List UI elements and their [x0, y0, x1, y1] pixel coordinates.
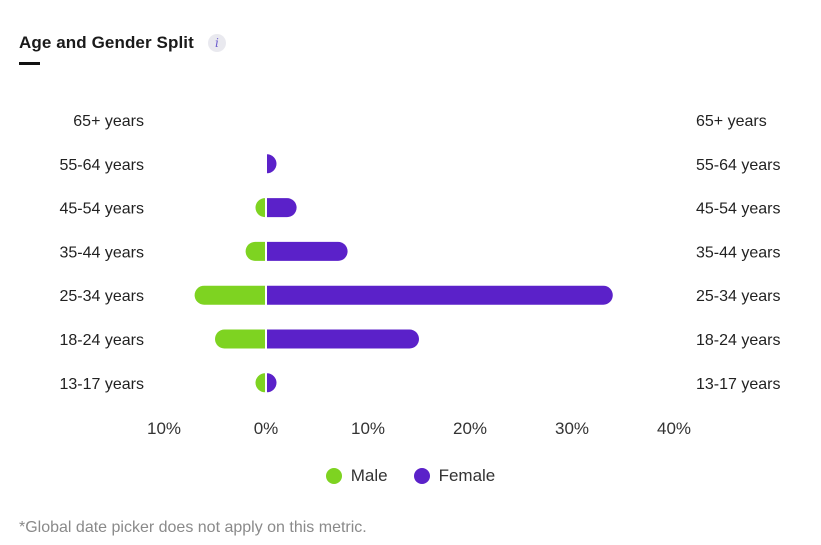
x-tick-label-2: 10% — [351, 419, 385, 438]
legend-swatch-female — [413, 468, 430, 484]
category-label-right-25-34-years: 25-34 years — [696, 288, 781, 305]
bar-female-55-64-years — [267, 154, 277, 174]
legend-label-female: Female — [438, 466, 496, 485]
bar-female-45-54-years — [267, 198, 297, 218]
bar-female-35-44-years — [267, 241, 348, 261]
legend-label-male: Male — [350, 466, 388, 485]
x-tick-label-5: 40% — [657, 419, 691, 438]
bar-female-25-34-years — [267, 285, 613, 305]
bar-male-45-54-years — [255, 198, 265, 218]
category-label-left-13-17-years: 13-17 years — [60, 376, 145, 393]
category-label-left-35-44-years: 35-44 years — [60, 244, 145, 261]
legend-item-female[interactable]: Female — [413, 466, 496, 486]
x-tick-label-3: 20% — [453, 419, 487, 438]
category-label-right-35-44-years: 35-44 years — [696, 244, 781, 261]
category-label-right-45-54-years: 45-54 years — [696, 201, 781, 218]
category-label-left-55-64-years: 55-64 years — [60, 157, 145, 174]
category-label-left-45-54-years: 45-54 years — [60, 201, 145, 218]
x-tick-label-0: 10% — [147, 419, 181, 438]
bar-male-25-34-years — [194, 285, 265, 305]
legend-swatch-male — [325, 468, 342, 484]
info-icon[interactable]: i — [207, 34, 226, 52]
category-label-left-65-years: 65+ years — [73, 113, 144, 130]
chart-header: Age and Gender Split i — [19, 33, 226, 53]
legend: Male Female — [0, 466, 821, 486]
chart-title: Age and Gender Split — [19, 33, 194, 52]
title-underline — [19, 62, 40, 65]
category-label-left-25-34-years: 25-34 years — [60, 288, 145, 305]
legend-item-male[interactable]: Male — [325, 466, 388, 486]
bar-female-18-24-years — [267, 329, 419, 349]
age-gender-chart: 65+ years 65+ years 55-64 years 55-64 years… — [60, 113, 781, 438]
bar-female-13-17-years — [267, 373, 277, 393]
bar-male-13-17-years — [255, 373, 265, 393]
category-label-right-18-24-years: 18-24 years — [696, 332, 781, 349]
x-tick-label-4: 30% — [555, 419, 589, 438]
category-label-left-18-24-years: 18-24 years — [60, 332, 145, 349]
bar-male-35-44-years — [245, 241, 265, 261]
bar-male-18-24-years — [215, 329, 265, 349]
category-label-right-65-years: 65+ years — [696, 113, 767, 130]
category-label-right-13-17-years: 13-17 years — [696, 376, 781, 393]
x-tick-label-1: 0% — [254, 419, 279, 438]
category-label-right-55-64-years: 55-64 years — [696, 157, 781, 174]
footnote: *Global date picker does not apply on th… — [19, 519, 367, 536]
